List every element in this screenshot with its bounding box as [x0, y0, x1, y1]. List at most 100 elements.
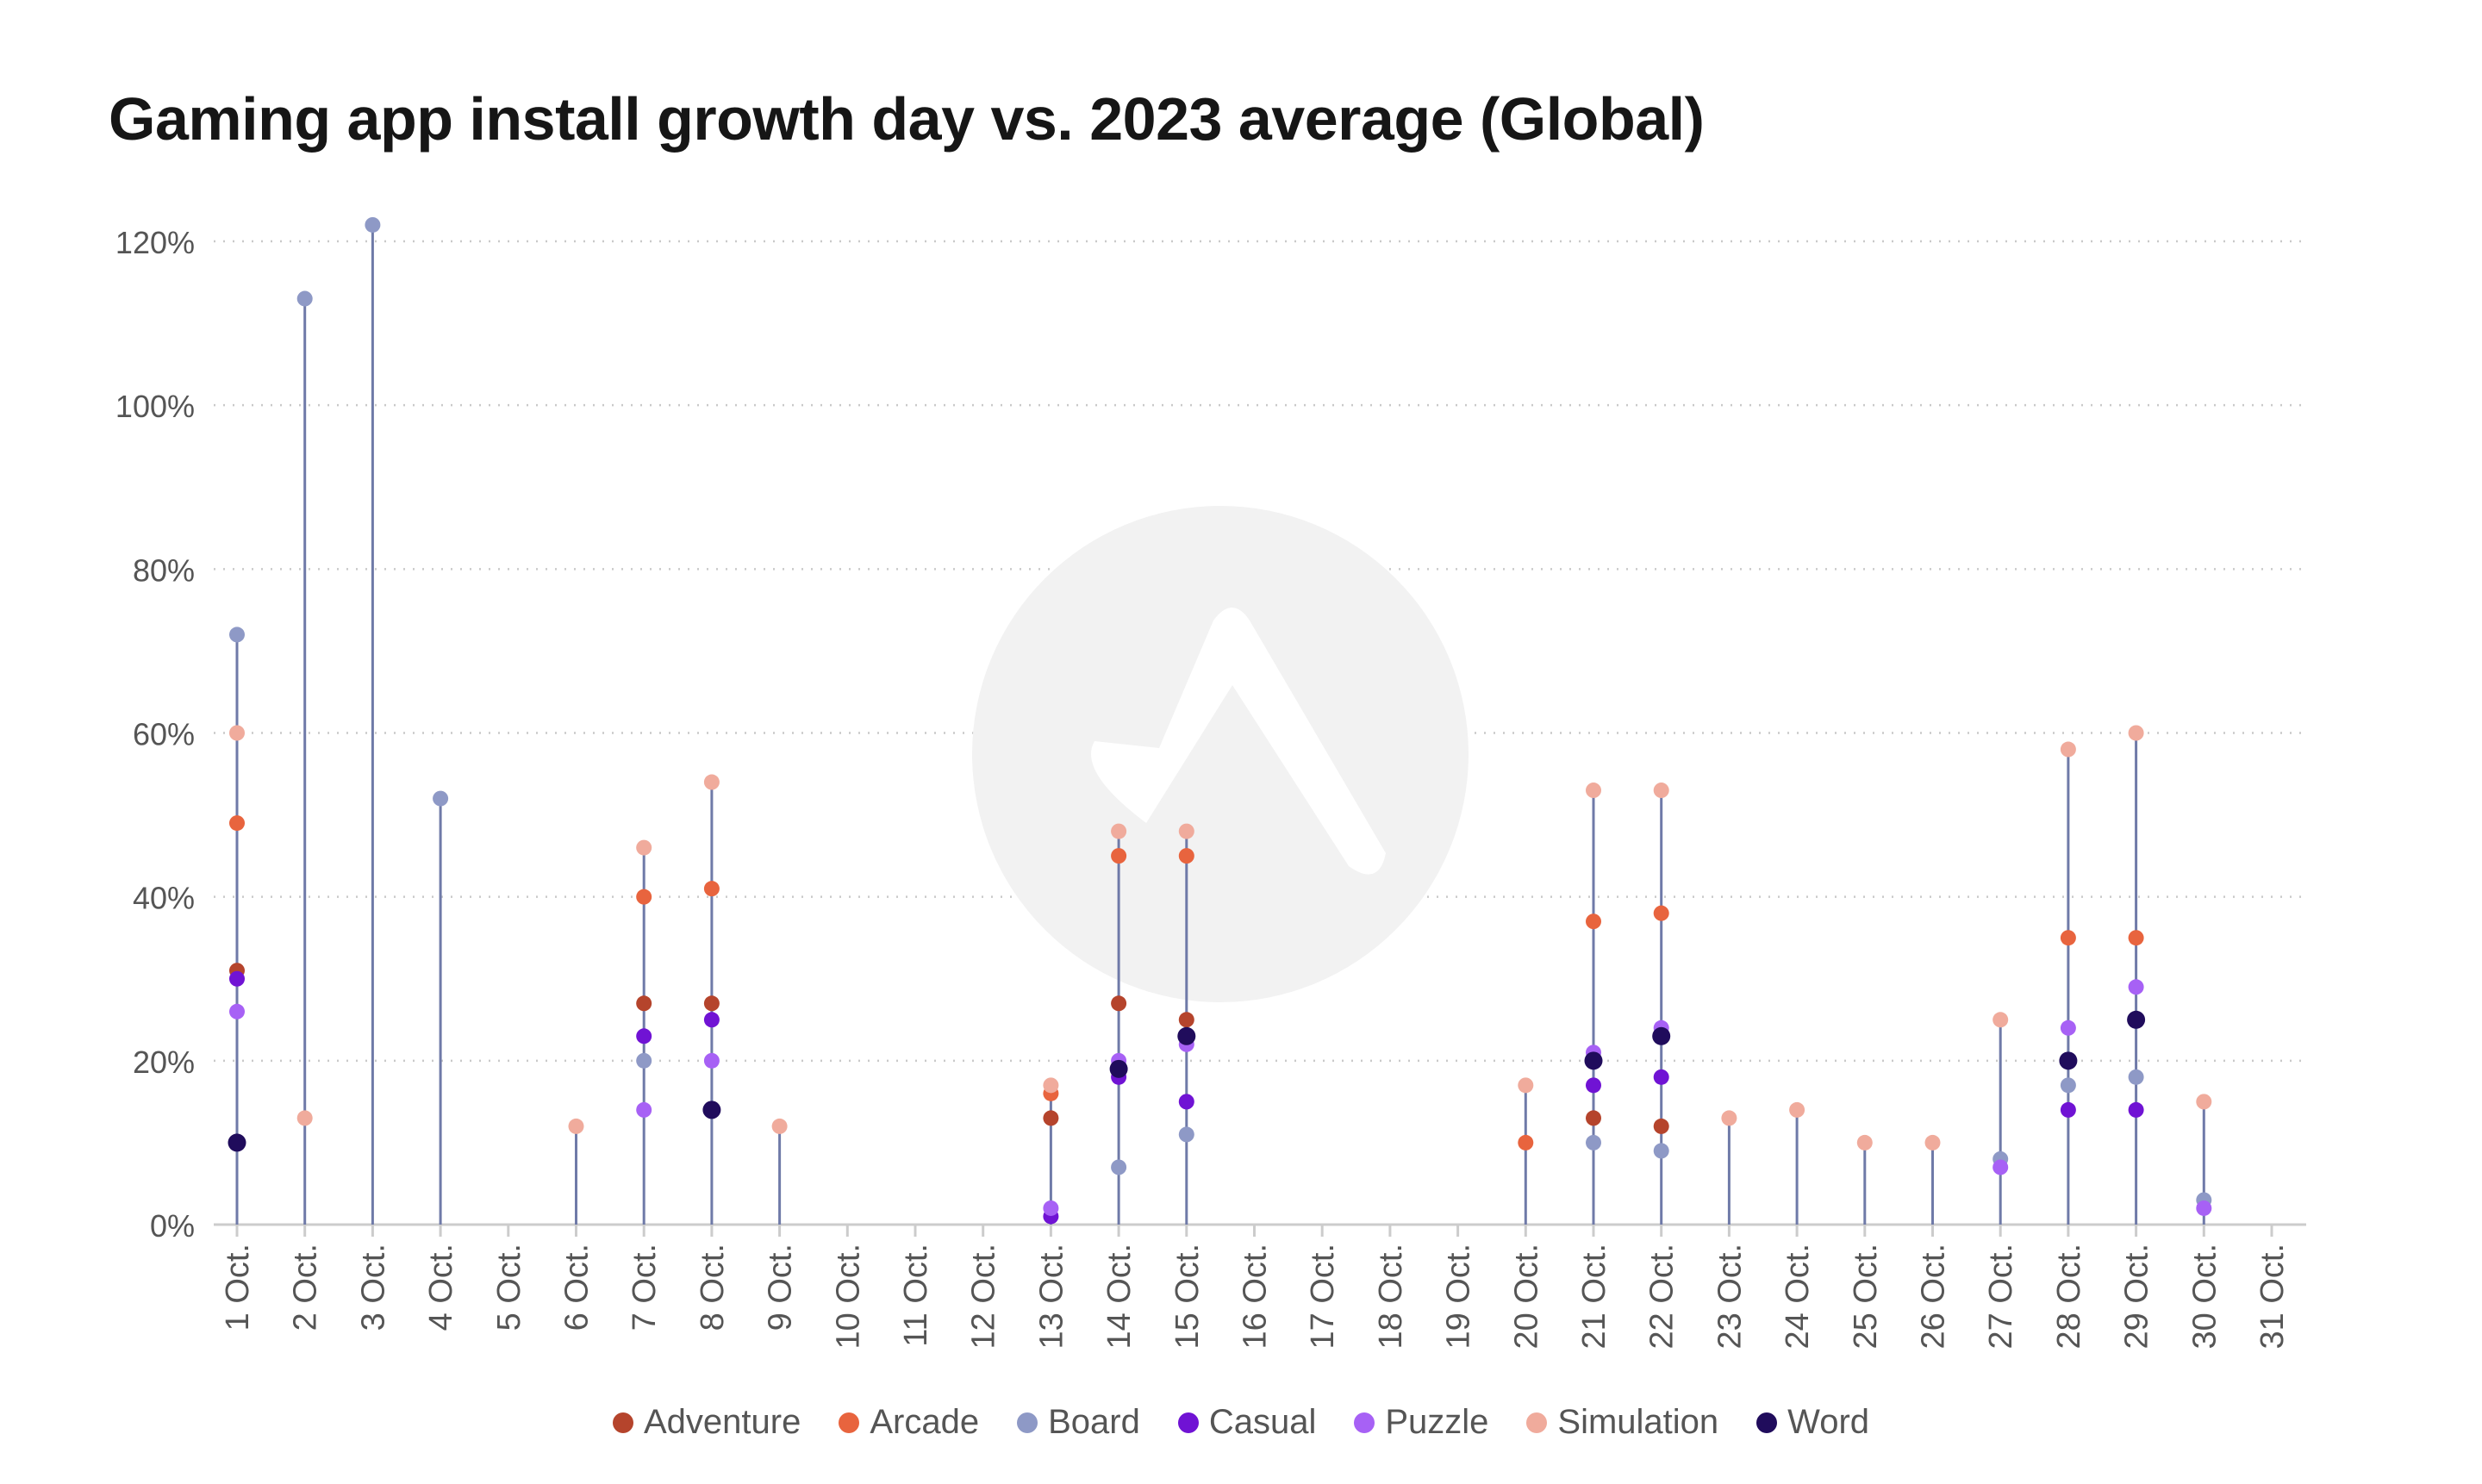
data-point [2060, 1019, 2076, 1036]
x-tick-label: 5 Oct. [491, 1244, 527, 1331]
x-tick-label: 4 Oct. [423, 1244, 459, 1331]
y-tick-label: 0% [150, 1208, 195, 1244]
data-point [2196, 1200, 2212, 1216]
data-point [2060, 1101, 2076, 1118]
legend-swatch [1526, 1412, 1548, 1433]
data-point [1721, 1110, 1737, 1126]
data-point [1109, 1059, 1128, 1078]
data-point [636, 889, 652, 905]
data-point [2128, 979, 2144, 995]
data-point [568, 1118, 584, 1134]
y-tick-label: 20% [133, 1044, 195, 1080]
data-point [229, 627, 245, 643]
data-point [2128, 1069, 2144, 1085]
x-tick-label: 23 Oct. [1712, 1244, 1748, 1350]
series-adventure [229, 963, 1669, 1134]
x-tick-label: 27 Oct. [1983, 1244, 2019, 1350]
data-point [1586, 1134, 1601, 1150]
data-point [702, 1101, 721, 1119]
data-point [771, 1118, 788, 1134]
data-point [636, 995, 652, 1012]
data-point [1992, 1012, 2009, 1028]
x-tick-label: 21 Oct. [1576, 1244, 1612, 1350]
data-point [703, 1012, 720, 1028]
x-tick-label: 16 Oct. [1238, 1244, 1274, 1350]
legend-swatch [1756, 1412, 1778, 1433]
legend-swatch [612, 1412, 633, 1433]
watermark-logo-icon [972, 506, 1469, 1002]
x-tick-label: 1 Oct. [220, 1244, 256, 1331]
x-tick-label: 3 Oct. [355, 1244, 391, 1331]
legend-item: Word [1756, 1403, 1869, 1442]
data-point [2060, 930, 2076, 946]
legend-swatch [1354, 1412, 1375, 1433]
data-point [2128, 930, 2144, 946]
x-tick-label: 25 Oct. [1848, 1244, 1884, 1350]
data-point [2059, 1051, 2078, 1070]
x-tick-label: 28 Oct. [2051, 1244, 2087, 1350]
data-point [365, 216, 381, 233]
x-axis [214, 1223, 2306, 1237]
data-point [1518, 1077, 1534, 1094]
series-simulation [229, 725, 2212, 1150]
y-tick-label: 100% [115, 389, 195, 424]
data-point [636, 1052, 652, 1069]
data-point [1653, 1143, 1669, 1159]
data-point [229, 815, 245, 832]
data-point [1043, 1200, 1059, 1216]
x-tick-label: 31 Oct. [2254, 1244, 2291, 1350]
data-point [703, 774, 720, 790]
data-point [2060, 1077, 2076, 1094]
data-point [296, 290, 313, 307]
legend-swatch [839, 1412, 860, 1433]
data-point [1586, 1077, 1601, 1094]
data-point [1043, 1110, 1059, 1126]
data-point [1178, 1126, 1194, 1143]
x-tick-label: 30 Oct. [2186, 1244, 2223, 1350]
data-point [1992, 1159, 2009, 1175]
data-point [229, 970, 245, 987]
x-tick-label: 2 Oct. [288, 1244, 324, 1331]
data-point [1856, 1134, 1873, 1150]
data-point [1653, 783, 1669, 799]
series-puzzle [229, 979, 2212, 1216]
legend: Adventure Arcade Board Casual Puzzle Simulati… [0, 1403, 2482, 1442]
x-tick-label: 22 Oct. [1644, 1244, 1681, 1350]
legend-label: Simulation [1557, 1403, 1719, 1441]
x-tick-label: 7 Oct. [627, 1244, 663, 1331]
y-tick-label: 60% [133, 717, 195, 752]
data-point [2128, 725, 2144, 741]
y-tick-label: 120% [115, 225, 195, 260]
legend-swatch [1177, 1412, 1199, 1433]
x-tick-label: 24 Oct. [1780, 1244, 1816, 1350]
data-point [636, 1028, 652, 1044]
legend-swatch [1017, 1412, 1038, 1433]
data-point [2060, 741, 2076, 758]
data-point [1043, 1077, 1059, 1094]
data-point [1518, 1134, 1534, 1150]
data-point [2128, 1101, 2144, 1118]
x-tick-label: 13 Oct. [1033, 1244, 1070, 1350]
x-tick-label: 29 Oct. [2119, 1244, 2155, 1350]
data-point [1652, 1026, 1671, 1045]
x-axis-tick-labels: 1 Oct. 2 Oct. 3 Oct. 4 Oct. 5 Oct. 6 Oct. 7 Oc… [220, 1244, 2291, 1350]
data-point [1653, 1069, 1669, 1085]
data-point [1111, 1159, 1127, 1175]
data-point [703, 881, 720, 897]
stems [235, 224, 2205, 1225]
data-point [1586, 783, 1601, 799]
x-tick-label: 12 Oct. [966, 1244, 1002, 1350]
data-point [636, 839, 652, 856]
data-point [1178, 1094, 1194, 1110]
y-axis-tick-labels: 0% 20% 40% 60% 80% 100% 120% [115, 225, 195, 1244]
x-tick-label: 17 Oct. [1305, 1244, 1341, 1350]
data-point [1178, 848, 1194, 864]
data-point [228, 1133, 246, 1152]
data-point [1177, 1026, 1196, 1045]
x-tick-label: 18 Oct. [1373, 1244, 1409, 1350]
data-point [1789, 1101, 1805, 1118]
x-tick-label: 6 Oct. [559, 1244, 596, 1331]
data-point [703, 1052, 720, 1069]
legend-label: Puzzle [1385, 1403, 1489, 1441]
